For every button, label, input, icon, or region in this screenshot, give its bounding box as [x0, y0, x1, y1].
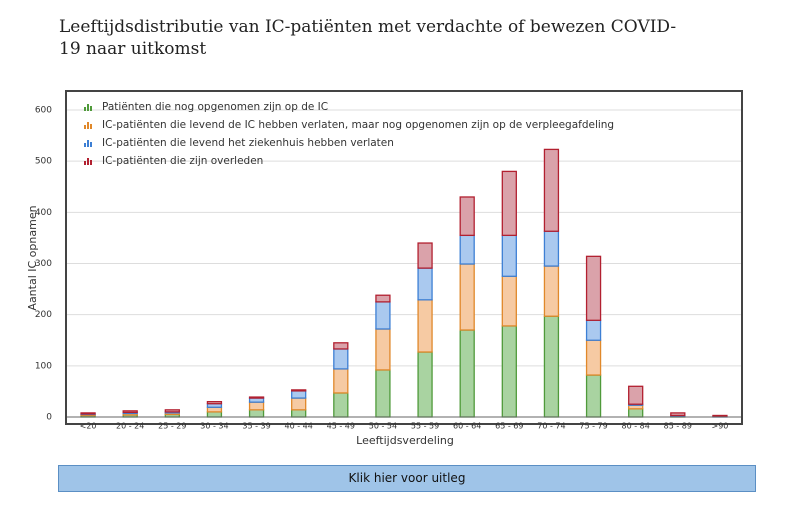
- x-tick-label: >90: [711, 422, 728, 431]
- bar-segment: [543, 230, 560, 267]
- bar-segment: [206, 400, 223, 405]
- bar-segment: [670, 412, 686, 417]
- bar-segment: [543, 265, 560, 317]
- legend-icon: [87, 104, 89, 111]
- x-tick-label: <20: [80, 422, 97, 431]
- x-tick-label: 40 - 44: [285, 422, 313, 431]
- x-tick-label: 50 - 54: [369, 422, 397, 431]
- legend-label: IC-patiënten die zijn overleden: [102, 155, 263, 167]
- bar-segment: [291, 390, 307, 399]
- chart: Leeftijdsverdeling Aantal IC opnamen 0 10…: [26, 90, 743, 447]
- bar-segment: [459, 329, 475, 418]
- bar-segment: [333, 368, 349, 394]
- bar-segment: [206, 411, 223, 418]
- bar-segment: [375, 294, 391, 303]
- bar-segment: [291, 389, 307, 392]
- y-axis-label: Aantal IC opnamen: [26, 205, 39, 310]
- bar-segment: [206, 406, 223, 413]
- legend-icon: [84, 161, 86, 165]
- bar-segment: [459, 263, 475, 331]
- legend-icon: [90, 142, 92, 147]
- bar-segment: [501, 325, 517, 418]
- bar-segment: [375, 328, 391, 371]
- y-tick-label: 500: [35, 157, 52, 167]
- legend-icon: [84, 107, 86, 111]
- bar-segment: [585, 339, 602, 376]
- bar-segment: [417, 267, 433, 301]
- y-tick-label: 600: [35, 106, 52, 116]
- bar-segment: [80, 412, 96, 415]
- x-tick-label: 85 - 89: [664, 422, 692, 431]
- x-tick-label: 25 - 29: [158, 422, 186, 431]
- bar-segment: [628, 385, 644, 405]
- bar-segment: [248, 409, 265, 418]
- bar-segment: [543, 315, 560, 418]
- x-axis-label: Leeftijdsverdeling: [356, 434, 454, 447]
- bar-segment: [417, 351, 433, 418]
- x-tick-label: 70 - 74: [537, 422, 565, 431]
- bar-segment: [333, 342, 349, 350]
- chart-title: Leeftijdsdistributie van IC-patiënten me…: [59, 17, 677, 59]
- x-tick-label: 65 - 69: [495, 422, 523, 431]
- legend-icon: [84, 125, 86, 129]
- x-tick-label: 60 - 64: [453, 422, 481, 431]
- bar-segment: [291, 397, 307, 411]
- bar-segment: [501, 170, 517, 237]
- x-tick-label: 45 - 49: [327, 422, 355, 431]
- explain-button[interactable]: Klik hier voor uitleg: [58, 465, 756, 492]
- y-tick-label: 200: [35, 310, 52, 320]
- bar-segment: [585, 319, 602, 341]
- legend-label: IC-patiënten die levend de IC hebben ver…: [102, 119, 614, 131]
- bar-segment: [333, 392, 349, 418]
- x-tick-label: 75 - 79: [579, 422, 607, 431]
- bar-segment: [459, 234, 475, 265]
- bar-segment: [417, 242, 433, 269]
- x-tick-label: 80 - 84: [622, 422, 650, 431]
- bar-segment: [248, 396, 265, 399]
- bar-segment: [585, 255, 602, 321]
- legend-icon: [87, 122, 89, 129]
- legend-label: Patiënten die nog opgenomen zijn op de I…: [102, 101, 328, 113]
- y-tick-label: 0: [46, 413, 52, 423]
- plot-frame: [65, 90, 743, 425]
- bar-segment: [585, 374, 602, 418]
- bar-segment: [501, 275, 517, 327]
- bar-segment: [248, 401, 265, 411]
- legend-icon: [90, 160, 92, 165]
- y-tick-label: 100: [35, 361, 52, 371]
- legend-icon: [90, 106, 92, 111]
- bar-segment: [628, 408, 644, 418]
- bar-segment: [333, 348, 349, 370]
- legend-icon: [90, 124, 92, 129]
- bar-segment: [459, 196, 475, 237]
- bar-segment: [375, 301, 391, 330]
- bar-segment: [501, 234, 517, 277]
- bar-segment: [712, 414, 728, 418]
- x-tick-label: 20 - 24: [116, 422, 144, 431]
- bar-segment: [291, 409, 307, 418]
- legend-icon: [87, 140, 89, 147]
- bar-segment: [543, 148, 560, 232]
- legend-icon: [87, 158, 89, 165]
- bar-segment: [417, 299, 433, 353]
- x-tick-label: 30 - 34: [200, 422, 228, 431]
- bar-segment: [164, 409, 180, 413]
- bar-segment: [375, 369, 391, 418]
- legend-label: IC-patiënten die levend het ziekenhuis h…: [102, 137, 394, 149]
- x-tick-label: 55 - 59: [411, 422, 439, 431]
- legend-icon: [84, 143, 86, 147]
- y-tick-label: 300: [35, 259, 52, 269]
- y-tick-label: 400: [35, 208, 52, 218]
- x-tick-label: 35 - 39: [242, 422, 270, 431]
- bar-segment: [122, 410, 138, 414]
